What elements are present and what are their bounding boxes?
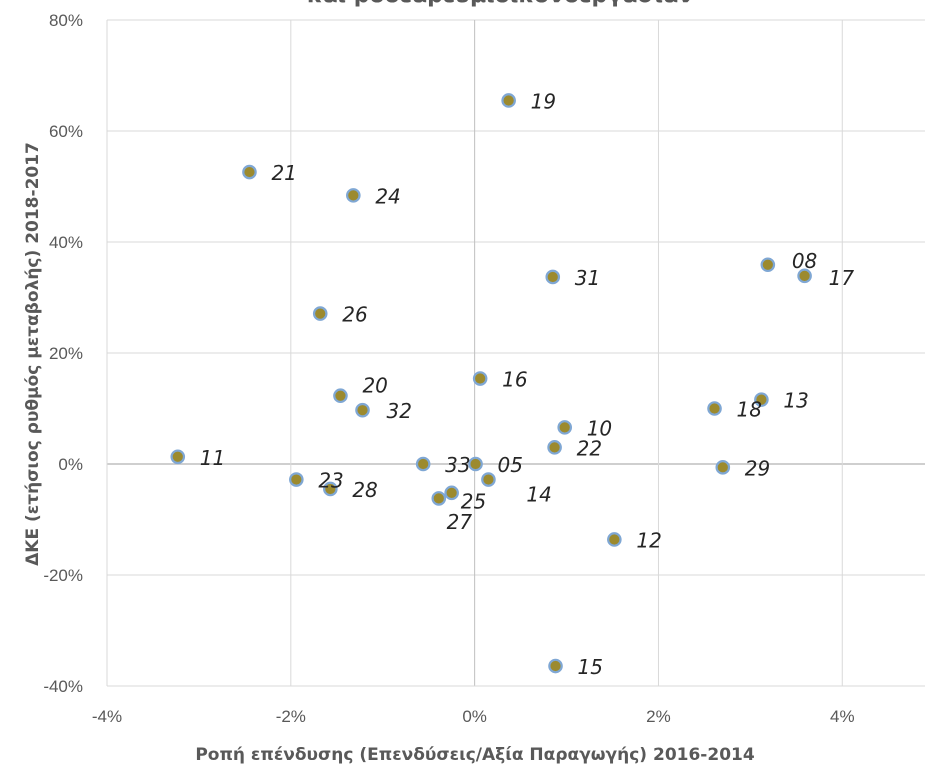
chart-title: και ροοεαρευμιοικονοεργασιαν bbox=[307, 0, 693, 8]
data-point-label: 21 bbox=[271, 161, 296, 185]
data-point bbox=[707, 401, 722, 416]
data-point bbox=[346, 188, 361, 203]
x-tick-label: -4% bbox=[92, 707, 122, 726]
data-point-label: 32 bbox=[387, 399, 412, 423]
data-point bbox=[289, 472, 304, 487]
data-point bbox=[415, 456, 431, 472]
data-point bbox=[545, 269, 561, 285]
data-point bbox=[355, 402, 370, 418]
data-point-label: 31 bbox=[575, 266, 600, 290]
data-points bbox=[170, 93, 812, 674]
y-tick-label: 40% bbox=[49, 233, 83, 252]
data-point bbox=[468, 456, 483, 472]
data-point-label: 25 bbox=[461, 489, 486, 513]
data-point bbox=[444, 485, 459, 501]
y-tick-label: -20% bbox=[43, 566, 83, 585]
data-point bbox=[548, 658, 563, 674]
data-point bbox=[607, 532, 622, 547]
data-point bbox=[242, 164, 257, 180]
data-point bbox=[760, 257, 776, 273]
data-point-label: 24 bbox=[375, 184, 400, 208]
data-point-label: 28 bbox=[352, 478, 377, 502]
data-point-label: 12 bbox=[636, 528, 661, 552]
data-point bbox=[501, 93, 516, 108]
data-point-label: 22 bbox=[577, 436, 602, 460]
x-tick-label: 2% bbox=[646, 707, 671, 726]
y-tick-label: 0% bbox=[58, 455, 83, 474]
y-axis-title: ΔΚΕ (ετήσιος ρυθμός μεταβολής) 2018-2017 bbox=[23, 142, 43, 566]
data-point-label: 27 bbox=[447, 510, 473, 534]
data-point-label: 16 bbox=[502, 368, 527, 392]
data-point-label: 26 bbox=[342, 303, 367, 327]
data-point bbox=[481, 472, 496, 487]
y-tick-label: 60% bbox=[49, 122, 83, 141]
x-tick-label: -2% bbox=[276, 707, 306, 726]
data-point bbox=[170, 449, 186, 465]
y-tick-label: 80% bbox=[49, 11, 83, 30]
data-point-label: 13 bbox=[783, 389, 808, 413]
data-point bbox=[312, 306, 328, 321]
y-tick-label: 20% bbox=[49, 344, 83, 363]
data-point-label: 05 bbox=[498, 453, 523, 477]
data-point-label: 10 bbox=[587, 416, 612, 440]
data-point-label: 17 bbox=[829, 266, 855, 290]
x-tick-label: 0% bbox=[462, 707, 487, 726]
data-point bbox=[797, 268, 812, 284]
data-point-label: 14 bbox=[526, 483, 551, 507]
data-point-label: 08 bbox=[792, 249, 817, 273]
data-point bbox=[333, 388, 348, 404]
data-point-label: 15 bbox=[578, 655, 603, 679]
data-point bbox=[557, 420, 573, 435]
data-point-label: 23 bbox=[318, 469, 343, 493]
tick-labels: -40% -20% 0% 20% 40% 60% 80% -4% -2% 0% 2% 4% bbox=[43, 11, 854, 726]
data-point bbox=[472, 371, 488, 386]
data-point-label: 33 bbox=[445, 453, 470, 477]
data-point-label: 29 bbox=[745, 456, 770, 480]
y-tick-label: -40% bbox=[43, 677, 83, 696]
gridlines bbox=[106, 19, 925, 687]
data-point bbox=[754, 392, 769, 407]
data-point-label: 18 bbox=[737, 398, 762, 422]
data-point-label: 11 bbox=[200, 446, 225, 470]
data-point-label: 19 bbox=[531, 89, 556, 113]
data-point bbox=[715, 460, 731, 475]
data-point bbox=[323, 481, 338, 497]
data-point bbox=[431, 491, 447, 506]
data-point bbox=[547, 440, 562, 455]
x-axis-title: Ροπή επένδυσης (Επενδύσεις/Αξία Παραγωγή… bbox=[195, 745, 755, 765]
x-tick-label: 4% bbox=[830, 707, 855, 726]
data-point-label: 20 bbox=[362, 374, 387, 398]
